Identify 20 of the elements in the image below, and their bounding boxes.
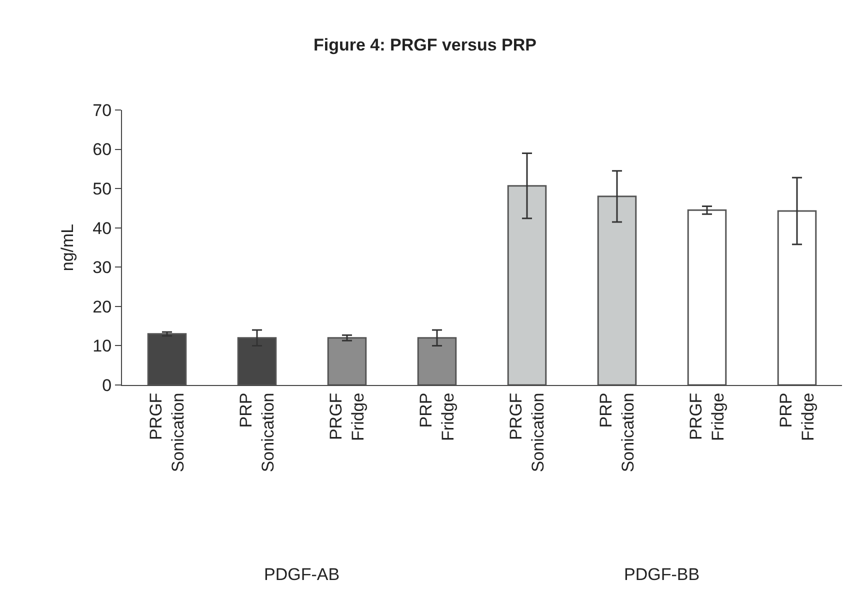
x-tick-label: PRGF Sonication xyxy=(146,392,188,472)
y-tick-label: 40 xyxy=(92,218,112,238)
x-tick-label: PRGF Fridge xyxy=(326,392,368,441)
x-tick-label: PRP Sonication xyxy=(236,392,278,472)
text: PDGF-AB xyxy=(264,565,340,584)
x-tick-label: PRP Fridge xyxy=(416,392,458,441)
y-tick-label: 60 xyxy=(92,140,112,160)
y-tick-label: 70 xyxy=(92,100,112,120)
x-tick-label: PRGF Sonication xyxy=(506,392,548,472)
y-tick-label: 50 xyxy=(92,180,112,199)
x-tick-label: PRP Fridge xyxy=(776,392,818,441)
y-tick-label: 0 xyxy=(102,376,112,395)
y-tick-label: 20 xyxy=(92,297,112,316)
chart-title: Figure 4: PRGF versus PRP xyxy=(314,36,536,55)
y-tick-label: 10 xyxy=(92,336,112,356)
x-tick-label: PRGF Fridge xyxy=(686,392,728,441)
x-tick-label: PRP Sonication xyxy=(596,392,638,472)
y-axis-title: ng/mL xyxy=(58,224,78,272)
text: PDGF-BB xyxy=(624,565,700,584)
y-tick-label: 30 xyxy=(92,258,112,278)
